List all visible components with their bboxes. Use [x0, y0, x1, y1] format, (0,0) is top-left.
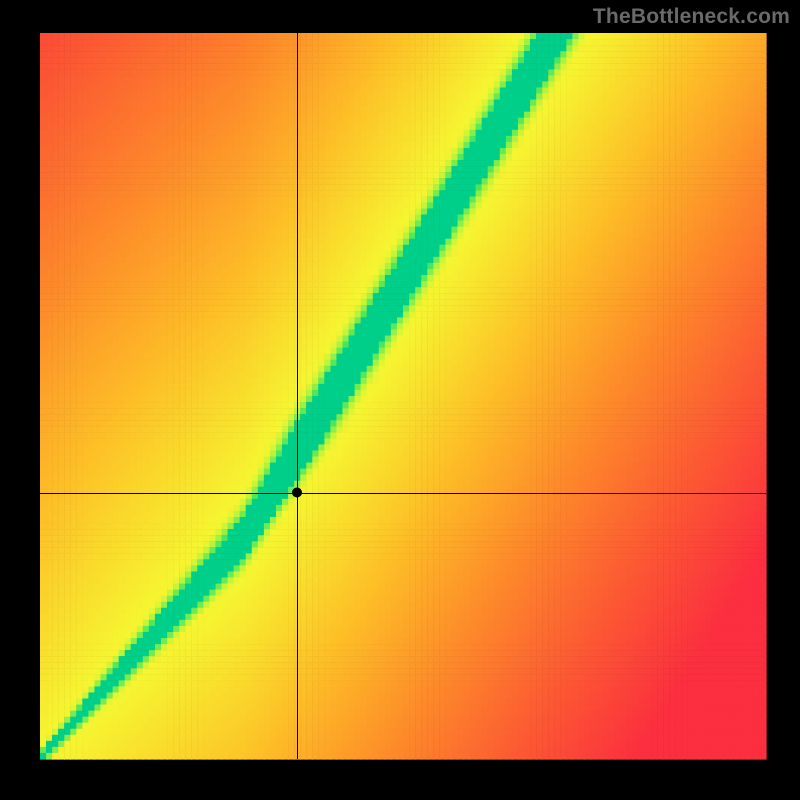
bottleneck-heatmap: [0, 0, 800, 800]
watermark-text: TheBottleneck.com: [593, 5, 790, 29]
chart-container: TheBottleneck.com: [0, 0, 800, 800]
